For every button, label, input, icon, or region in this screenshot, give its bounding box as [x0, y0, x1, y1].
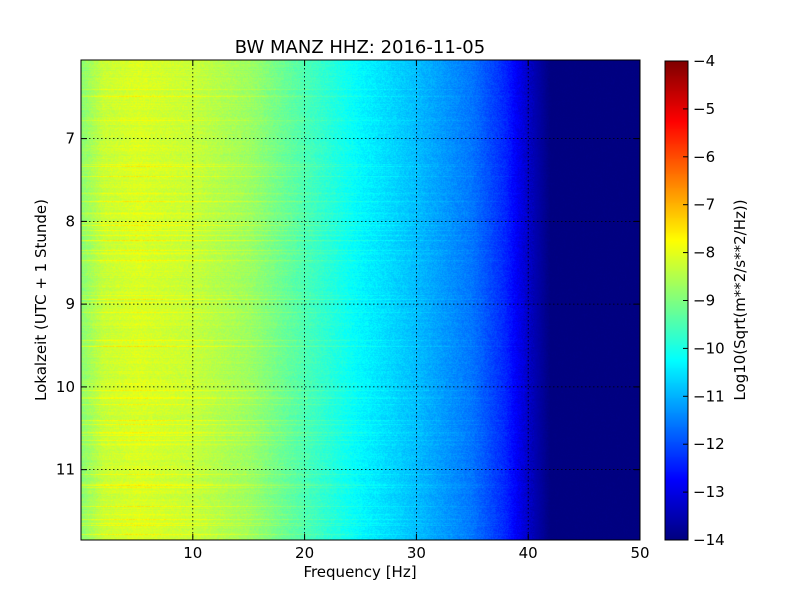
- x-tick-label: 20: [295, 544, 314, 562]
- colorbar-tick-label: −13: [693, 483, 725, 501]
- y-tick-label: 10: [56, 378, 75, 396]
- colorbar-tick-label: −9: [693, 292, 715, 310]
- colorbar-tick-label: −12: [693, 435, 725, 453]
- y-axis-ticks: 7 8 9 10 11: [56, 130, 640, 479]
- spectrogram-heatmap: [81, 60, 640, 540]
- x-tick-label: 50: [630, 544, 649, 562]
- colorbar-tick-label: −8: [693, 244, 715, 262]
- colorbar-tick-label: −4: [693, 52, 715, 70]
- y-tick-label: 11: [56, 461, 75, 479]
- colorbar-tick-label: −10: [693, 339, 725, 357]
- colorbar-ticks: −4 −5 −6 −7 −8 −9 −10 −11 −12 −13 −14: [683, 52, 725, 549]
- x-axis-label: Frequency [Hz]: [303, 563, 416, 581]
- x-axis-ticks: 10 20 30 40 50: [183, 60, 650, 562]
- colorbar-tick-label: −11: [693, 387, 725, 405]
- x-tick-label: 10: [183, 544, 202, 562]
- colorbar-label: Log10(Sqrt(m**2/s**2/Hz)): [731, 199, 749, 400]
- chart-title: BW MANZ HHZ: 2016-11-05: [235, 37, 485, 58]
- grid-lines: [81, 60, 640, 540]
- colorbar-tick-label: −5: [693, 100, 715, 118]
- y-tick-label: 8: [65, 212, 75, 230]
- x-tick-label: 40: [519, 544, 538, 562]
- y-tick-label: 9: [65, 295, 75, 313]
- colorbar-tick-label: −7: [693, 196, 715, 214]
- y-tick-label: 7: [65, 130, 75, 148]
- x-tick-label: 30: [407, 544, 426, 562]
- colorbar-tick-label: −14: [693, 531, 725, 549]
- plot-frame: [80, 59, 641, 541]
- colorbar-tick-label: −6: [693, 148, 715, 166]
- y-axis-label: Lokalzeit (UTC + 1 Stunde): [32, 199, 50, 401]
- colorbar-gradient: [665, 61, 688, 540]
